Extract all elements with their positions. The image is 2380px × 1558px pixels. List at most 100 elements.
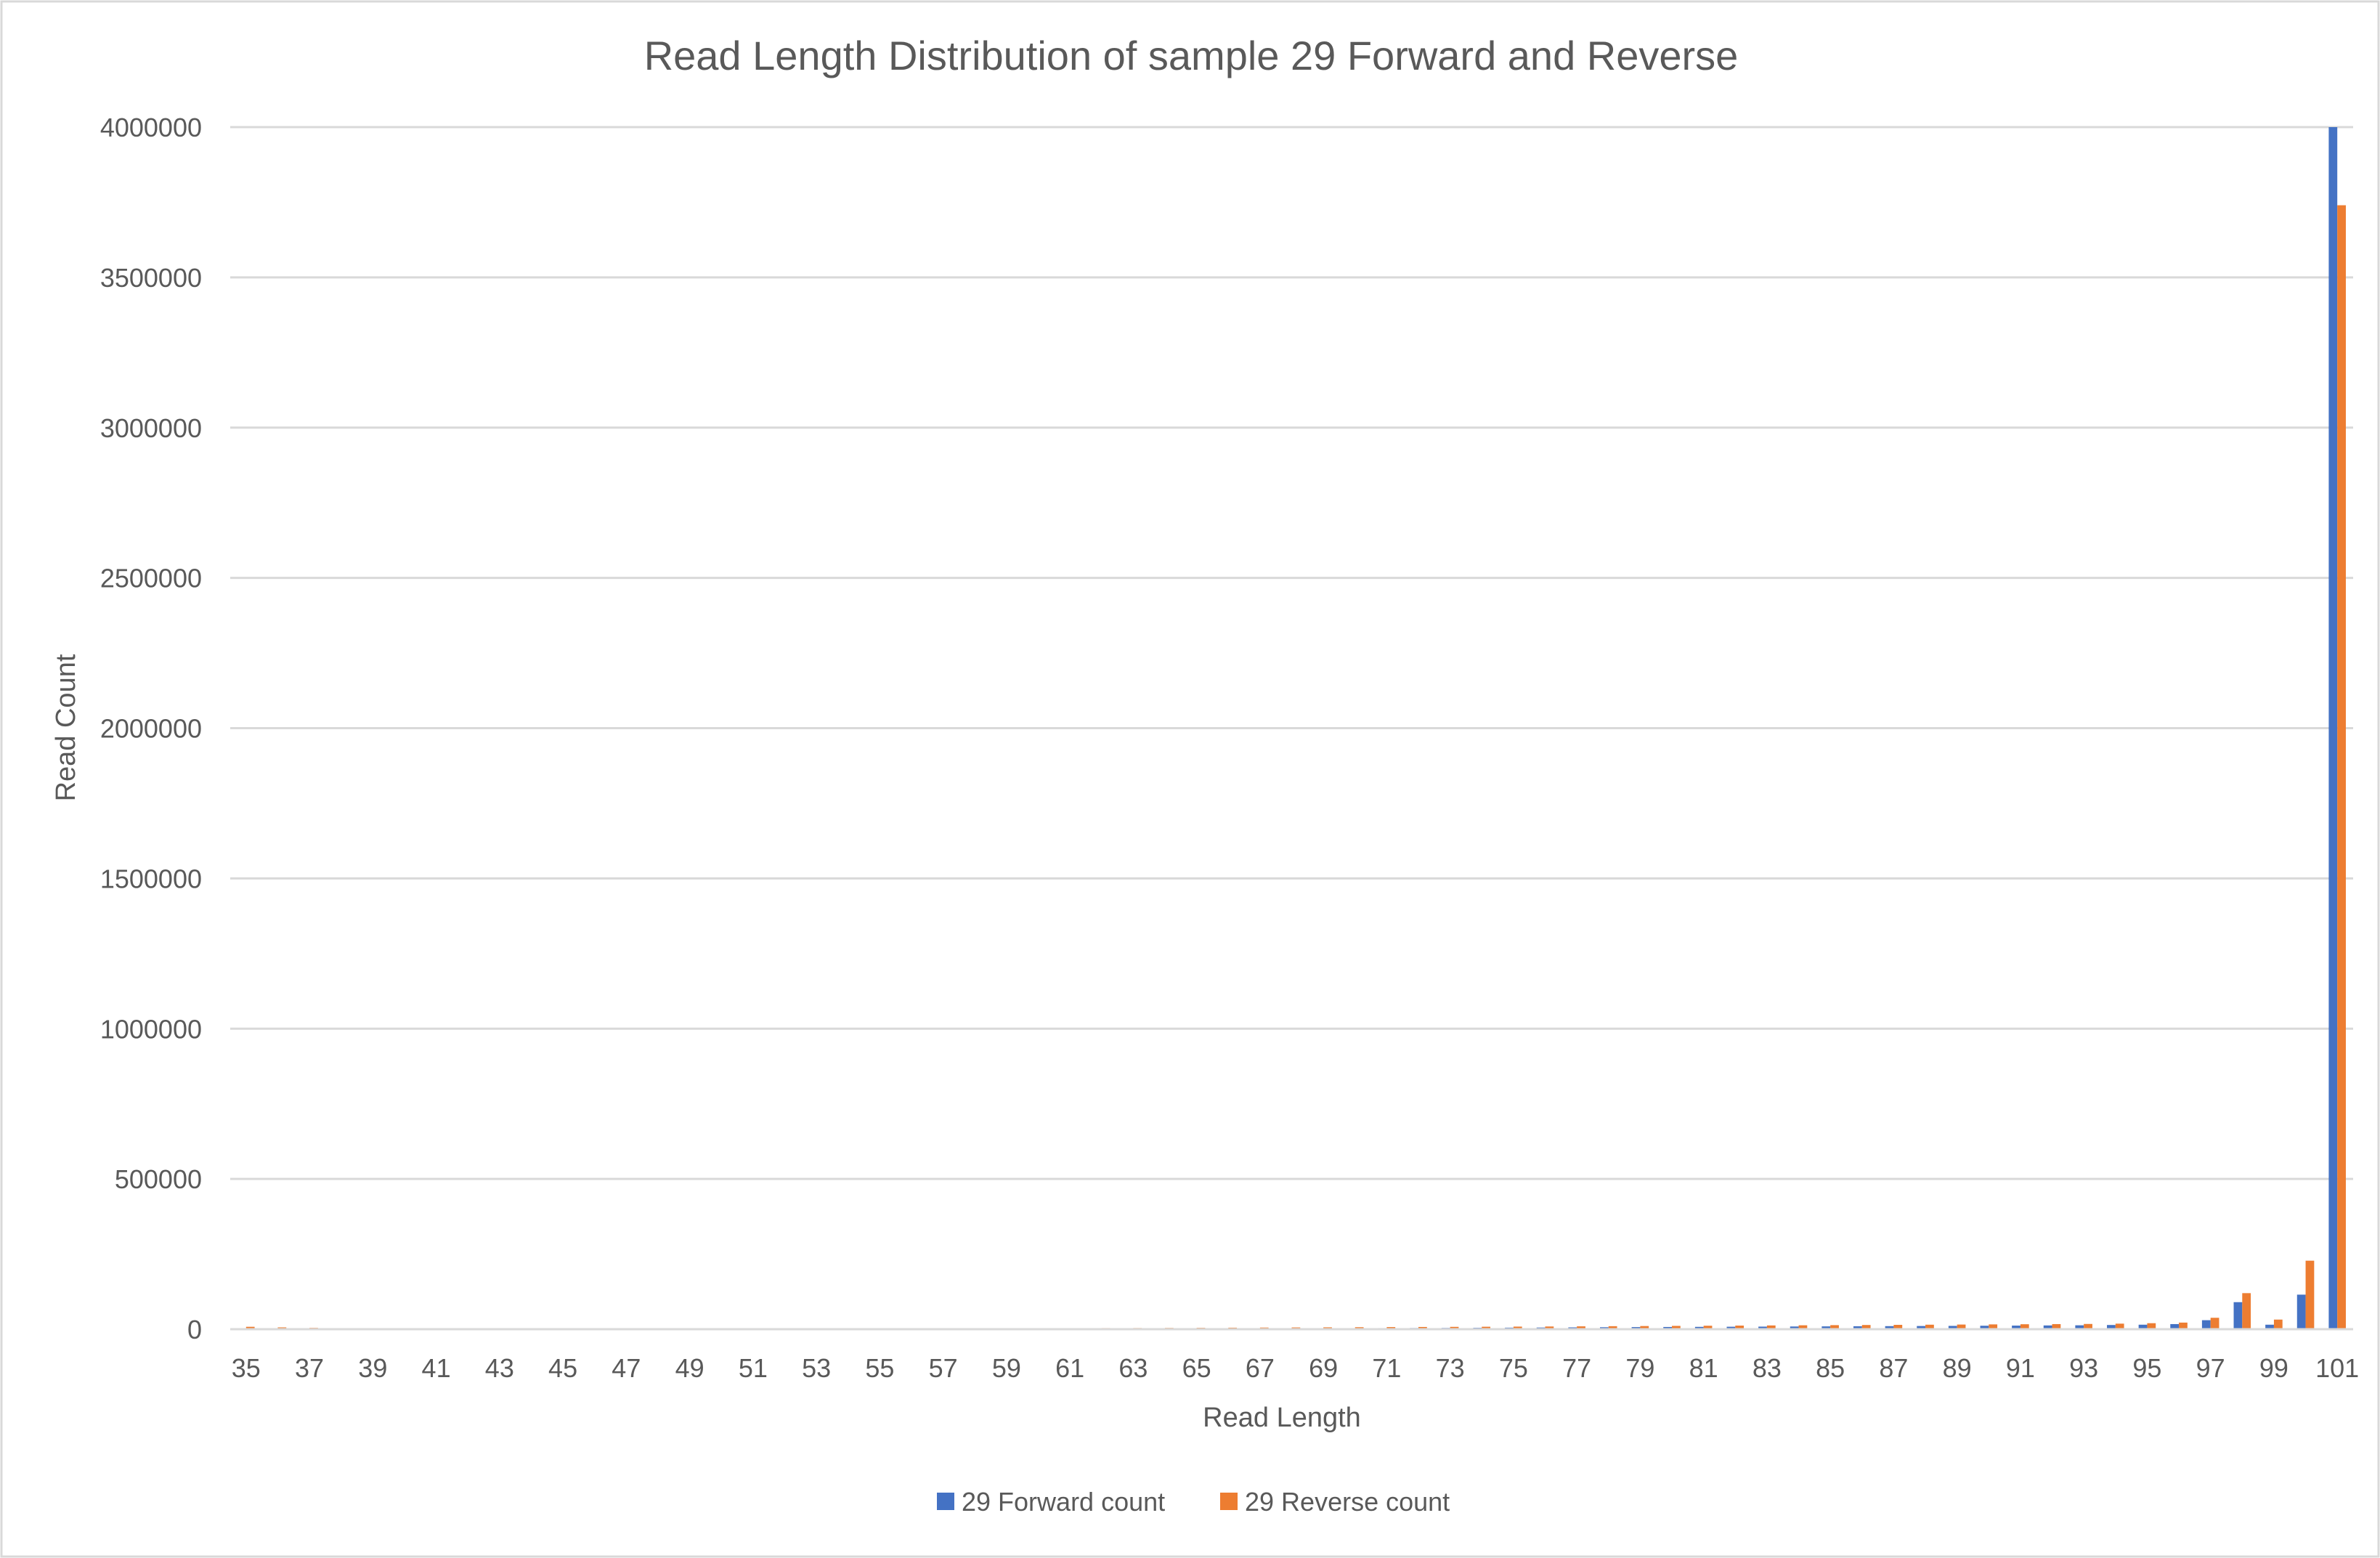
bar (2075, 1325, 2084, 1329)
bar (2242, 1293, 2251, 1329)
bar (1726, 1326, 1736, 1329)
x-tick-label: 61 (1055, 1353, 1084, 1383)
bars (237, 127, 2346, 1330)
bar (1672, 1326, 1681, 1329)
x-tick-label: 99 (2259, 1353, 2288, 1383)
bar (2107, 1325, 2116, 1329)
bar (1989, 1324, 1998, 1329)
x-tick-label: 93 (2069, 1353, 2098, 1383)
bar (2138, 1324, 2148, 1329)
bar (1758, 1326, 1767, 1329)
y-tick-label: 1500000 (100, 864, 202, 893)
bar (245, 1326, 255, 1329)
bar (2273, 1319, 2283, 1329)
bar (2052, 1323, 2061, 1329)
bar (1957, 1324, 1966, 1329)
bar (1925, 1324, 1934, 1329)
bar (1608, 1326, 1617, 1329)
y-tick-label: 4000000 (100, 113, 202, 142)
x-tick-label: 91 (2006, 1353, 2035, 1383)
bar (2296, 1294, 2306, 1329)
bar (1861, 1325, 1871, 1329)
bar (2179, 1322, 2188, 1329)
bar (1798, 1325, 1808, 1329)
legend-label: 29 Forward count (962, 1487, 1165, 1517)
gridlines (230, 126, 2353, 1180)
bar (2084, 1323, 2092, 1329)
legend-swatch (1220, 1493, 1238, 1510)
bar (2337, 205, 2346, 1330)
bar (1450, 1326, 1459, 1329)
x-tick-label: 95 (2132, 1353, 2161, 1383)
y-tick-label: 500000 (115, 1164, 202, 1194)
x-tick-label: 101 (2315, 1353, 2359, 1383)
bar (2201, 1320, 2211, 1329)
legend: 29 Forward count 29 Reverse count (937, 1487, 1450, 1517)
x-tick-label: 53 (802, 1353, 831, 1383)
x-tick-label: 51 (739, 1353, 768, 1383)
x-tick-label: 79 (1625, 1353, 1654, 1383)
x-tick-label: 97 (2196, 1353, 2225, 1383)
bar (1663, 1326, 1673, 1329)
x-tick-label: 37 (295, 1353, 324, 1383)
x-tick-label: 85 (1816, 1353, 1845, 1383)
x-tick-label: 43 (485, 1353, 514, 1383)
bar (2012, 1326, 2020, 1329)
bar (1948, 1326, 1957, 1329)
bar (1694, 1326, 1704, 1329)
x-tick-label: 47 (612, 1353, 641, 1383)
x-tick-label: 75 (1499, 1353, 1528, 1383)
bar (2265, 1324, 2274, 1329)
x-tick-label: 87 (1879, 1353, 1908, 1383)
bar (1893, 1325, 1903, 1329)
x-tick-label: 77 (1562, 1353, 1591, 1383)
bar (1482, 1326, 1491, 1329)
bar (1980, 1326, 1989, 1329)
x-tick-label: 63 (1118, 1353, 1148, 1383)
bar (1577, 1326, 1585, 1329)
y-tick-label: 0 (187, 1315, 202, 1344)
bar (1821, 1326, 1831, 1329)
bar (1640, 1326, 1649, 1329)
chart-title: Read Length Distribution of sample 29 Fo… (644, 33, 1739, 78)
x-tick-label: 67 (1246, 1353, 1275, 1383)
y-tick-label: 1000000 (100, 1014, 202, 1044)
x-axis-label: Read Length (1203, 1403, 1361, 1433)
bar (1853, 1326, 1862, 1329)
bar (1790, 1326, 1799, 1329)
x-tick-label: 49 (675, 1353, 704, 1383)
bar (1735, 1326, 1745, 1329)
bar (2305, 1260, 2315, 1329)
y-tick-label: 2500000 (100, 564, 202, 593)
bar (1766, 1325, 1776, 1329)
x-tick-label: 71 (1372, 1353, 1401, 1383)
x-tick-label: 41 (422, 1353, 451, 1383)
bar (1418, 1326, 1427, 1329)
x-tick-label: 39 (358, 1353, 387, 1383)
x-tick-label: 69 (1309, 1353, 1338, 1383)
bar (1703, 1326, 1713, 1329)
y-tick-label: 3500000 (100, 263, 202, 293)
x-tick-label: 59 (992, 1353, 1021, 1383)
bar (2170, 1323, 2180, 1329)
bar (2020, 1324, 2029, 1329)
bar (1513, 1326, 1522, 1329)
x-tick-label: 35 (232, 1353, 261, 1383)
x-tick-label: 57 (929, 1353, 958, 1383)
legend-swatch (937, 1493, 954, 1510)
y-tick-label: 2000000 (100, 714, 202, 744)
y-axis-label: Read Count (51, 654, 81, 801)
bar (2043, 1325, 2052, 1329)
bar (2210, 1318, 2219, 1329)
x-tick-label: 73 (1436, 1353, 1465, 1383)
bar (1917, 1326, 1926, 1329)
x-tick-label: 81 (1689, 1353, 1718, 1383)
x-tick-label: 65 (1182, 1353, 1211, 1383)
x-tick-label: 55 (865, 1353, 894, 1383)
bar (2328, 127, 2338, 1329)
bar (1545, 1326, 1554, 1329)
x-tick-label: 89 (1943, 1353, 1972, 1383)
